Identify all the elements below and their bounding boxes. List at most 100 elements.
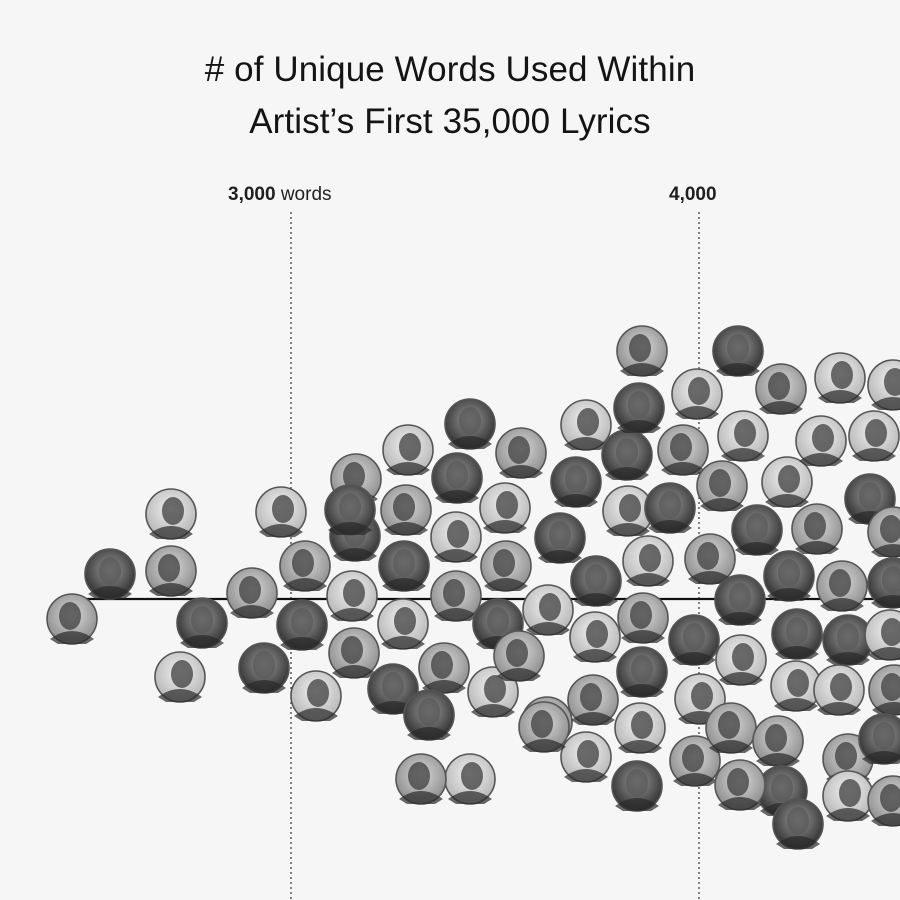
portrait-shoulders-shape: [564, 769, 608, 782]
artist-portrait-bubble: [430, 511, 482, 563]
artist-portrait-bubble: [622, 535, 674, 587]
portrait-face-shape: [682, 744, 704, 772]
portrait-face-shape: [487, 607, 509, 635]
portrait-shoulders-shape: [672, 652, 716, 665]
artist-portrait-bubble: [763, 550, 815, 602]
artist-portrait-bubble: [822, 614, 874, 666]
artist-portrait-bubble: [570, 555, 622, 607]
gridline-label-3000: 3,000 words: [228, 184, 332, 206]
portrait-face-shape: [59, 602, 81, 630]
portrait-shoulders-shape: [386, 462, 430, 475]
artist-portrait-bubble: [771, 608, 823, 660]
portrait-face-shape: [616, 438, 638, 466]
portrait-face-shape: [732, 643, 754, 671]
gridline-label-4000: 4,000: [669, 184, 717, 206]
artist-portrait-bubble: [522, 584, 574, 636]
portrait-shoulders-shape: [675, 406, 719, 419]
artist-portrait-bubble: [444, 753, 496, 805]
portrait-face-shape: [446, 461, 468, 489]
portrait-shoulders-shape: [259, 524, 303, 537]
portrait-face-shape: [539, 593, 561, 621]
portrait-face-shape: [691, 682, 713, 710]
portrait-face-shape: [307, 679, 329, 707]
portrait-shoulders-shape: [483, 520, 527, 533]
portrait-face-shape: [341, 636, 363, 664]
portrait-shoulders-shape: [618, 740, 662, 753]
artist-portrait-bubble: [378, 540, 430, 592]
portrait-shoulders-shape: [719, 672, 763, 685]
portrait-shoulders-shape: [648, 520, 692, 533]
portrait-face-shape: [459, 407, 481, 435]
portrait-face-shape: [688, 377, 710, 405]
portrait-shoulders-shape: [333, 548, 377, 561]
artist-portrait-bubble: [712, 325, 764, 377]
artist-portrait-bubble: [290, 670, 342, 722]
artist-portrait-bubble: [705, 702, 757, 754]
artist-portrait-bubble: [816, 560, 868, 612]
portrait-shoulders-shape: [605, 467, 649, 480]
portrait-shoulders-shape: [718, 612, 762, 625]
artist-portrait-bubble: [822, 770, 874, 822]
portrait-face-shape: [830, 673, 852, 701]
artist-portrait-bubble: [534, 512, 586, 564]
artist-portrait-bubble: [176, 597, 228, 649]
portrait-face-shape: [683, 623, 705, 651]
artist-portrait-bubble: [328, 627, 380, 679]
portrait-shoulders-shape: [407, 727, 451, 740]
portrait-face-shape: [880, 515, 900, 543]
portrait-shoulders-shape: [330, 608, 374, 621]
portrait-face-shape: [787, 807, 809, 835]
portrait-face-shape: [393, 493, 415, 521]
artist-portrait-bubble: [752, 715, 804, 767]
artist-portrait-bubble: [867, 359, 900, 411]
portrait-face-shape: [859, 482, 881, 510]
portrait-shoulders-shape: [852, 448, 896, 461]
portrait-face-shape: [631, 711, 653, 739]
portrait-shoulders-shape: [399, 791, 443, 804]
portrait-shoulders-shape: [626, 573, 670, 586]
artist-portrait-bubble: [848, 410, 900, 462]
portrait-shoulders-shape: [820, 598, 864, 611]
artist-portrait-bubble: [868, 664, 900, 716]
portrait-face-shape: [461, 762, 483, 790]
artist-portrait-bubble: [684, 533, 736, 585]
artist-portrait-bubble: [403, 689, 455, 741]
artist-portrait-bubble: [324, 484, 376, 536]
portrait-face-shape: [884, 368, 900, 396]
portrait-shoulders-shape: [735, 542, 779, 555]
portrait-shoulders-shape: [673, 773, 717, 786]
portrait-shoulders-shape: [564, 437, 608, 450]
portrait-face-shape: [99, 557, 121, 585]
portrait-face-shape: [804, 512, 826, 540]
portrait-face-shape: [839, 779, 861, 807]
portrait-face-shape: [577, 740, 599, 768]
portrait-face-shape: [580, 683, 602, 711]
portrait-shoulders-shape: [158, 689, 202, 702]
portrait-shoulders-shape: [826, 652, 870, 665]
portrait-face-shape: [865, 419, 887, 447]
chart-title-line-2: Artist’s First 35,000 Lyrics: [249, 102, 651, 141]
portrait-shoulders-shape: [759, 401, 803, 414]
portrait-shoulders-shape: [817, 702, 861, 715]
portrait-face-shape: [778, 465, 800, 493]
portrait-shoulders-shape: [328, 522, 372, 535]
portrait-face-shape: [765, 724, 787, 752]
portrait-shoulders-shape: [434, 608, 478, 621]
portrait-shoulders-shape: [868, 647, 900, 660]
portrait-face-shape: [718, 711, 740, 739]
portrait-face-shape: [881, 673, 900, 701]
artist-portrait-bubble: [867, 506, 900, 558]
artist-portrait-bubble: [867, 557, 900, 609]
portrait-shoulders-shape: [382, 578, 426, 591]
portrait-face-shape: [729, 583, 751, 611]
artist-portrait-bubble: [671, 368, 723, 420]
artist-portrait-bubble: [326, 570, 378, 622]
portrait-shoulders-shape: [497, 668, 541, 681]
portrait-face-shape: [670, 433, 692, 461]
artist-portrait-bubble: [714, 759, 766, 811]
portrait-shoulders-shape: [767, 588, 811, 601]
artist-portrait-bubble: [154, 651, 206, 703]
portrait-face-shape: [339, 493, 361, 521]
portrait-shoulders-shape: [718, 797, 762, 810]
